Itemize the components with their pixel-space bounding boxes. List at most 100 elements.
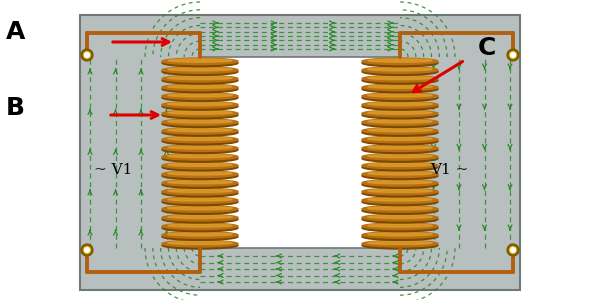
Ellipse shape xyxy=(162,232,238,238)
Ellipse shape xyxy=(362,172,438,180)
Ellipse shape xyxy=(168,189,232,192)
Ellipse shape xyxy=(162,223,238,230)
Ellipse shape xyxy=(162,119,238,125)
Ellipse shape xyxy=(162,188,238,195)
Ellipse shape xyxy=(368,181,432,184)
Ellipse shape xyxy=(362,103,438,110)
Text: C: C xyxy=(478,36,496,60)
Ellipse shape xyxy=(162,197,238,203)
Ellipse shape xyxy=(362,233,438,240)
Ellipse shape xyxy=(362,198,438,206)
Ellipse shape xyxy=(362,84,438,91)
Ellipse shape xyxy=(162,76,238,84)
Ellipse shape xyxy=(162,171,238,178)
Ellipse shape xyxy=(362,68,438,75)
Ellipse shape xyxy=(162,137,238,145)
Ellipse shape xyxy=(362,223,438,230)
Ellipse shape xyxy=(368,137,432,140)
Ellipse shape xyxy=(162,84,238,91)
Ellipse shape xyxy=(162,172,238,180)
Ellipse shape xyxy=(168,102,232,106)
Ellipse shape xyxy=(168,111,232,114)
Ellipse shape xyxy=(368,68,432,71)
Ellipse shape xyxy=(362,146,438,154)
Ellipse shape xyxy=(362,129,438,136)
Ellipse shape xyxy=(162,154,238,160)
Ellipse shape xyxy=(168,224,232,227)
Ellipse shape xyxy=(368,215,432,218)
Ellipse shape xyxy=(162,155,238,162)
Ellipse shape xyxy=(162,206,238,212)
Ellipse shape xyxy=(362,128,438,134)
Ellipse shape xyxy=(168,76,232,80)
Ellipse shape xyxy=(362,85,438,93)
Ellipse shape xyxy=(362,111,438,119)
Ellipse shape xyxy=(368,85,432,88)
Ellipse shape xyxy=(368,172,432,175)
Ellipse shape xyxy=(368,241,432,244)
Ellipse shape xyxy=(362,136,438,143)
Ellipse shape xyxy=(362,59,438,67)
Ellipse shape xyxy=(362,67,438,73)
Ellipse shape xyxy=(162,94,238,101)
Ellipse shape xyxy=(162,85,238,93)
Ellipse shape xyxy=(362,232,438,238)
Ellipse shape xyxy=(362,93,438,99)
Ellipse shape xyxy=(362,164,438,171)
Circle shape xyxy=(82,244,92,256)
Ellipse shape xyxy=(162,59,238,67)
Ellipse shape xyxy=(162,101,238,108)
Ellipse shape xyxy=(368,154,432,158)
Ellipse shape xyxy=(368,163,432,167)
Text: B: B xyxy=(6,96,25,120)
Ellipse shape xyxy=(362,110,438,117)
Ellipse shape xyxy=(168,94,232,97)
Ellipse shape xyxy=(162,67,238,73)
Ellipse shape xyxy=(168,207,232,210)
Ellipse shape xyxy=(168,215,232,218)
Ellipse shape xyxy=(162,224,238,232)
Ellipse shape xyxy=(362,101,438,108)
Ellipse shape xyxy=(162,136,238,143)
Bar xyxy=(80,15,520,290)
Ellipse shape xyxy=(362,190,438,197)
Ellipse shape xyxy=(168,68,232,71)
Ellipse shape xyxy=(362,120,438,127)
Ellipse shape xyxy=(168,198,232,201)
Circle shape xyxy=(511,52,515,58)
Ellipse shape xyxy=(368,120,432,123)
Ellipse shape xyxy=(362,207,438,214)
Ellipse shape xyxy=(162,242,238,249)
Ellipse shape xyxy=(368,198,432,201)
Ellipse shape xyxy=(368,102,432,106)
Ellipse shape xyxy=(362,197,438,203)
Ellipse shape xyxy=(168,85,232,88)
Ellipse shape xyxy=(368,128,432,132)
Ellipse shape xyxy=(362,224,438,232)
Ellipse shape xyxy=(368,59,432,62)
Ellipse shape xyxy=(168,137,232,140)
Ellipse shape xyxy=(362,137,438,145)
Circle shape xyxy=(511,248,515,253)
Ellipse shape xyxy=(362,76,438,84)
Ellipse shape xyxy=(368,189,432,192)
Ellipse shape xyxy=(162,207,238,214)
Ellipse shape xyxy=(168,154,232,158)
Ellipse shape xyxy=(162,233,238,240)
Ellipse shape xyxy=(168,59,232,62)
Circle shape xyxy=(508,244,518,256)
Ellipse shape xyxy=(162,181,238,188)
Ellipse shape xyxy=(168,181,232,184)
Text: V1 ~: V1 ~ xyxy=(430,163,469,177)
Ellipse shape xyxy=(368,224,432,227)
Ellipse shape xyxy=(362,162,438,169)
Ellipse shape xyxy=(362,154,438,160)
Ellipse shape xyxy=(162,68,238,75)
Ellipse shape xyxy=(168,120,232,123)
Ellipse shape xyxy=(162,180,238,186)
Ellipse shape xyxy=(362,240,438,247)
Text: ~ V1: ~ V1 xyxy=(94,163,133,177)
Ellipse shape xyxy=(162,146,238,154)
Circle shape xyxy=(82,50,92,61)
Text: A: A xyxy=(6,20,25,44)
